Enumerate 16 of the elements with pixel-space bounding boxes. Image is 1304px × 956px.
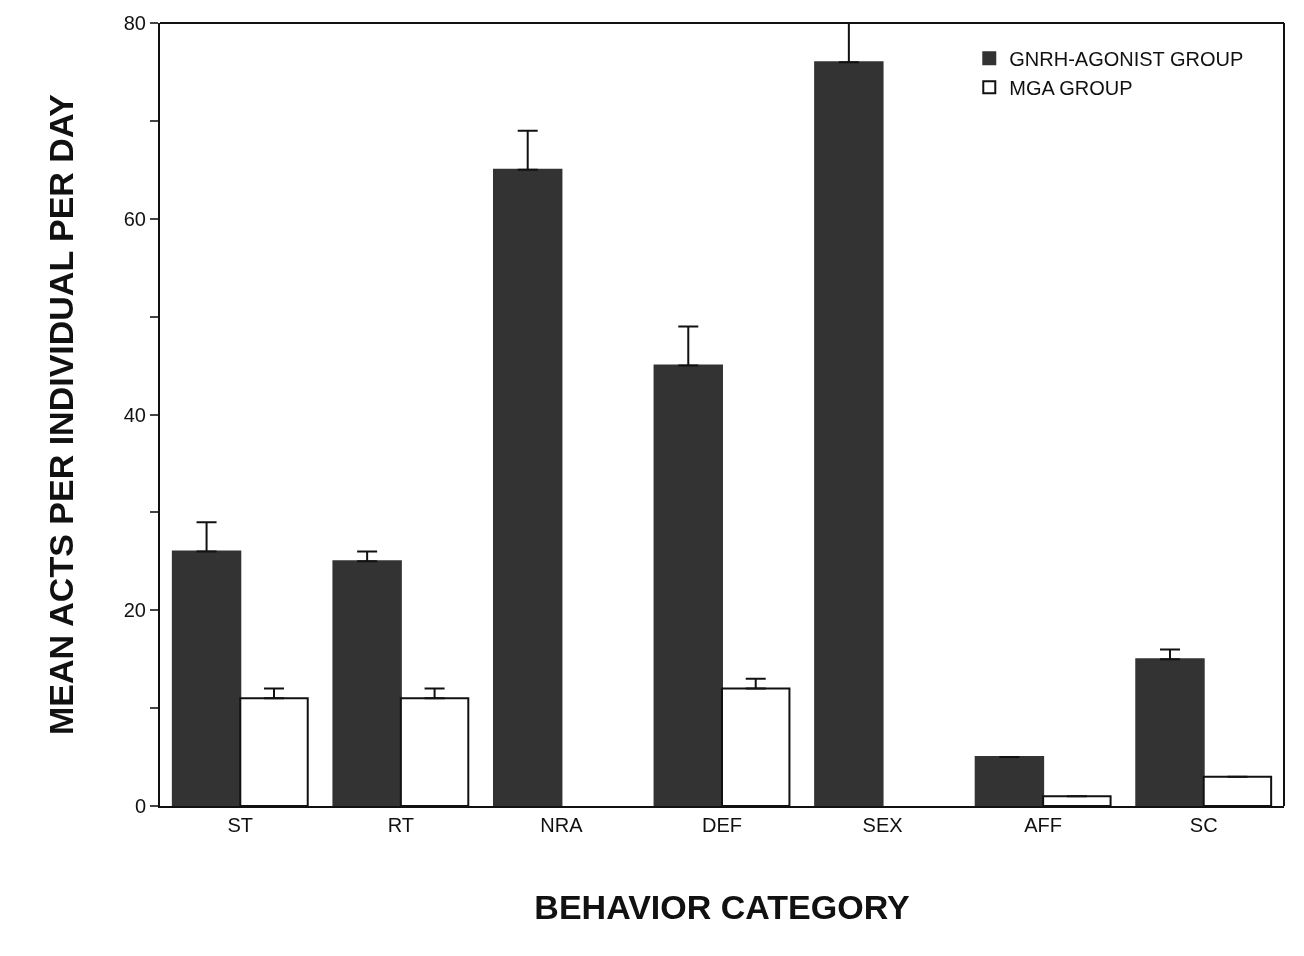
x-tick-label: ST	[227, 814, 254, 836]
x-tick-label: SEX	[862, 814, 903, 836]
y-tick-label: 80	[123, 12, 146, 34]
x-tick-label: AFF	[1024, 814, 1063, 836]
x-tick-label: SC	[1189, 814, 1218, 836]
y-axis-title: MEAN ACTS PER INDIVIDUAL PER DAY	[41, 93, 80, 736]
legend-label: MGA GROUP	[1009, 76, 1133, 99]
x-axis-title: BEHAVIOR CATEGORY	[534, 887, 910, 926]
legend-label: GNRH-AGONIST GROUP	[1009, 47, 1244, 70]
y-tick-label: 20	[123, 599, 146, 622]
y-tick-label: 40	[123, 403, 146, 426]
x-tick-label: RT	[387, 814, 415, 836]
x-tick-label: DEF	[702, 814, 742, 836]
y-tick-label: 0	[134, 795, 146, 817]
y-tick-label: 60	[123, 207, 146, 230]
x-tick-label: NRA	[540, 814, 584, 836]
